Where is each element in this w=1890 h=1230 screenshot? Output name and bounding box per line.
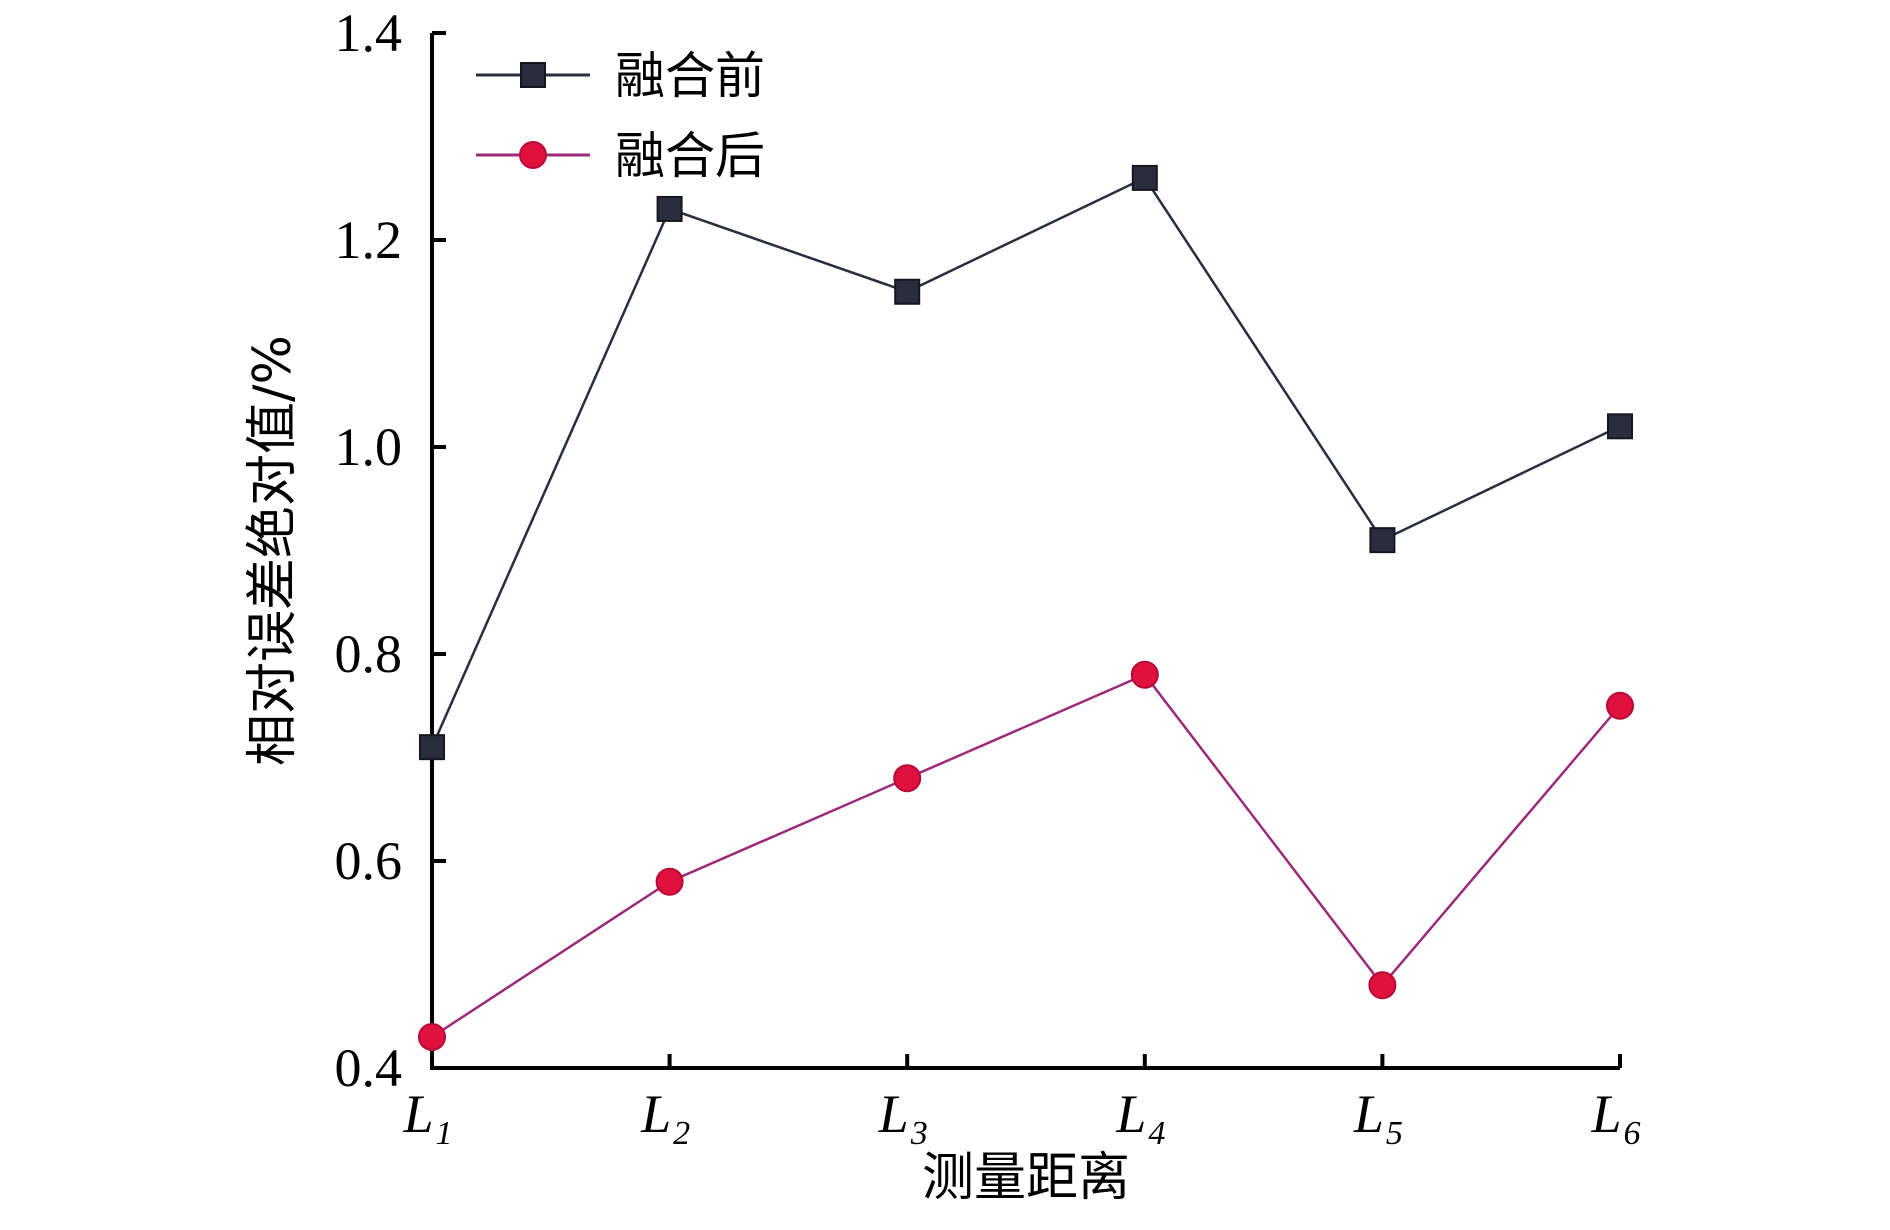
y-tick-label: 1.0 [335, 417, 403, 477]
legend-item: 融合前 [476, 47, 765, 105]
y-tick-label: 1.4 [335, 3, 403, 63]
data-point [1607, 413, 1633, 440]
x-axis-title: 测量距离 [922, 1148, 1130, 1208]
series-1 [419, 164, 1633, 761]
y-axis-title: 相对误差绝对值/% [243, 335, 303, 766]
x-tick-label: L2 [640, 1084, 690, 1152]
data-point [655, 867, 684, 896]
axes [430, 33, 1620, 1070]
data-point [418, 1022, 446, 1051]
legend-marker [519, 141, 547, 169]
legend-label: 融合前 [615, 47, 765, 105]
y-tick-label: 0.6 [335, 831, 403, 891]
data-point [1606, 691, 1634, 720]
x-tick-label: L5 [1353, 1084, 1403, 1152]
data-point [656, 195, 683, 222]
data-point [1130, 660, 1159, 689]
x-tick-label: L1 [402, 1084, 452, 1152]
data-point [1131, 164, 1158, 191]
legend-label: 融合后 [615, 127, 765, 185]
data-point [893, 764, 922, 793]
series-2 [418, 660, 1634, 1051]
data-point [894, 278, 921, 305]
y-tick-label: 0.4 [335, 1038, 403, 1098]
legend-marker [520, 62, 546, 88]
y-tick-label: 1.2 [335, 210, 403, 270]
y-axis-ticks: 0.4 0.6 0.8 1.0 1.2 1.4 [335, 3, 446, 1098]
x-tick-label: L3 [878, 1084, 928, 1152]
data-point [1368, 971, 1397, 1000]
data-point [419, 734, 445, 761]
y-tick-label: 0.8 [335, 624, 403, 684]
x-tick-label: L6 [1590, 1084, 1640, 1152]
x-tick-label: L4 [1115, 1084, 1165, 1152]
x-axis-ticks: L1 L2 L3 L4 L5 L6 [402, 1054, 1641, 1152]
series-line [430, 176, 1621, 748]
series-layer [418, 164, 1634, 1051]
legend-item: 融合后 [476, 127, 765, 185]
series-line [431, 673, 1621, 1038]
data-point [1369, 527, 1396, 554]
